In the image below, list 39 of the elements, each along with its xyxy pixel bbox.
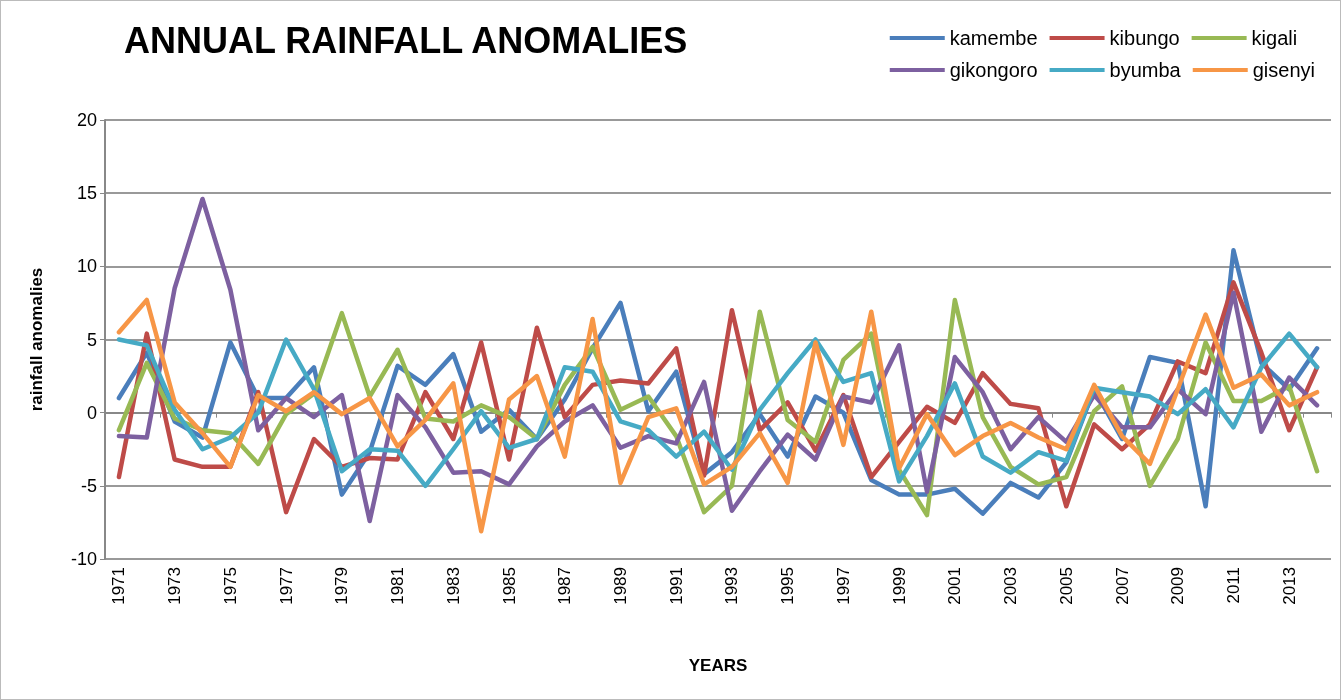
x-tick-label: 2005 (1056, 567, 1076, 605)
y-axis-title: rainfall anomalies (27, 267, 46, 412)
x-tick-label: 1977 (276, 567, 296, 605)
line-series (116, 331, 1320, 489)
x-tick-label: 1985 (499, 567, 519, 605)
x-tick-label: 1999 (889, 567, 909, 605)
x-tick-label: 1991 (666, 567, 686, 605)
y-tick-label: 20 (76, 110, 97, 130)
x-tick-label: 2003 (1001, 567, 1021, 605)
legend-label: gikongoro (949, 59, 1038, 81)
x-tick-label: 1971 (109, 567, 129, 605)
y-tick-label: 10 (76, 256, 97, 277)
x-tick-label: 1975 (220, 567, 240, 605)
y-tick-label: 0 (86, 402, 97, 423)
x-tick-label: 1993 (722, 567, 742, 605)
x-tick-label: 2013 (1279, 567, 1299, 605)
x-tick-label: 1989 (610, 567, 630, 605)
legend-label: kigali (1251, 27, 1298, 49)
x-tick-label: 2007 (1112, 567, 1132, 605)
x-tick-label: 1973 (165, 567, 185, 605)
x-tick-label: 1981 (388, 567, 408, 605)
y-tick-label: 5 (86, 329, 97, 350)
x-tick-label: 2011 (1223, 567, 1243, 604)
legend-label: kibungo (1109, 27, 1180, 49)
y-tick-label: -5 (80, 475, 97, 496)
y-tick-label: -10 (70, 549, 97, 569)
x-tick-label: 2001 (945, 567, 965, 605)
legend-label: kamembe (949, 27, 1038, 49)
x-tick-label: 1997 (833, 567, 853, 605)
x-tick-label: 1995 (778, 567, 798, 605)
x-tick-label: 2009 (1168, 567, 1188, 605)
x-tick-label: 1979 (332, 567, 352, 605)
x-tick-label: 1983 (443, 567, 463, 605)
legend-label: byumba (1109, 59, 1182, 81)
x-axis-title: YEARS (688, 656, 748, 675)
legend-label: gisenyi (1252, 59, 1316, 81)
chart-title: ANNUAL RAINFALL ANOMALIES (124, 19, 688, 61)
x-tick-label: 1987 (555, 567, 575, 605)
y-tick-label: 15 (76, 183, 97, 204)
